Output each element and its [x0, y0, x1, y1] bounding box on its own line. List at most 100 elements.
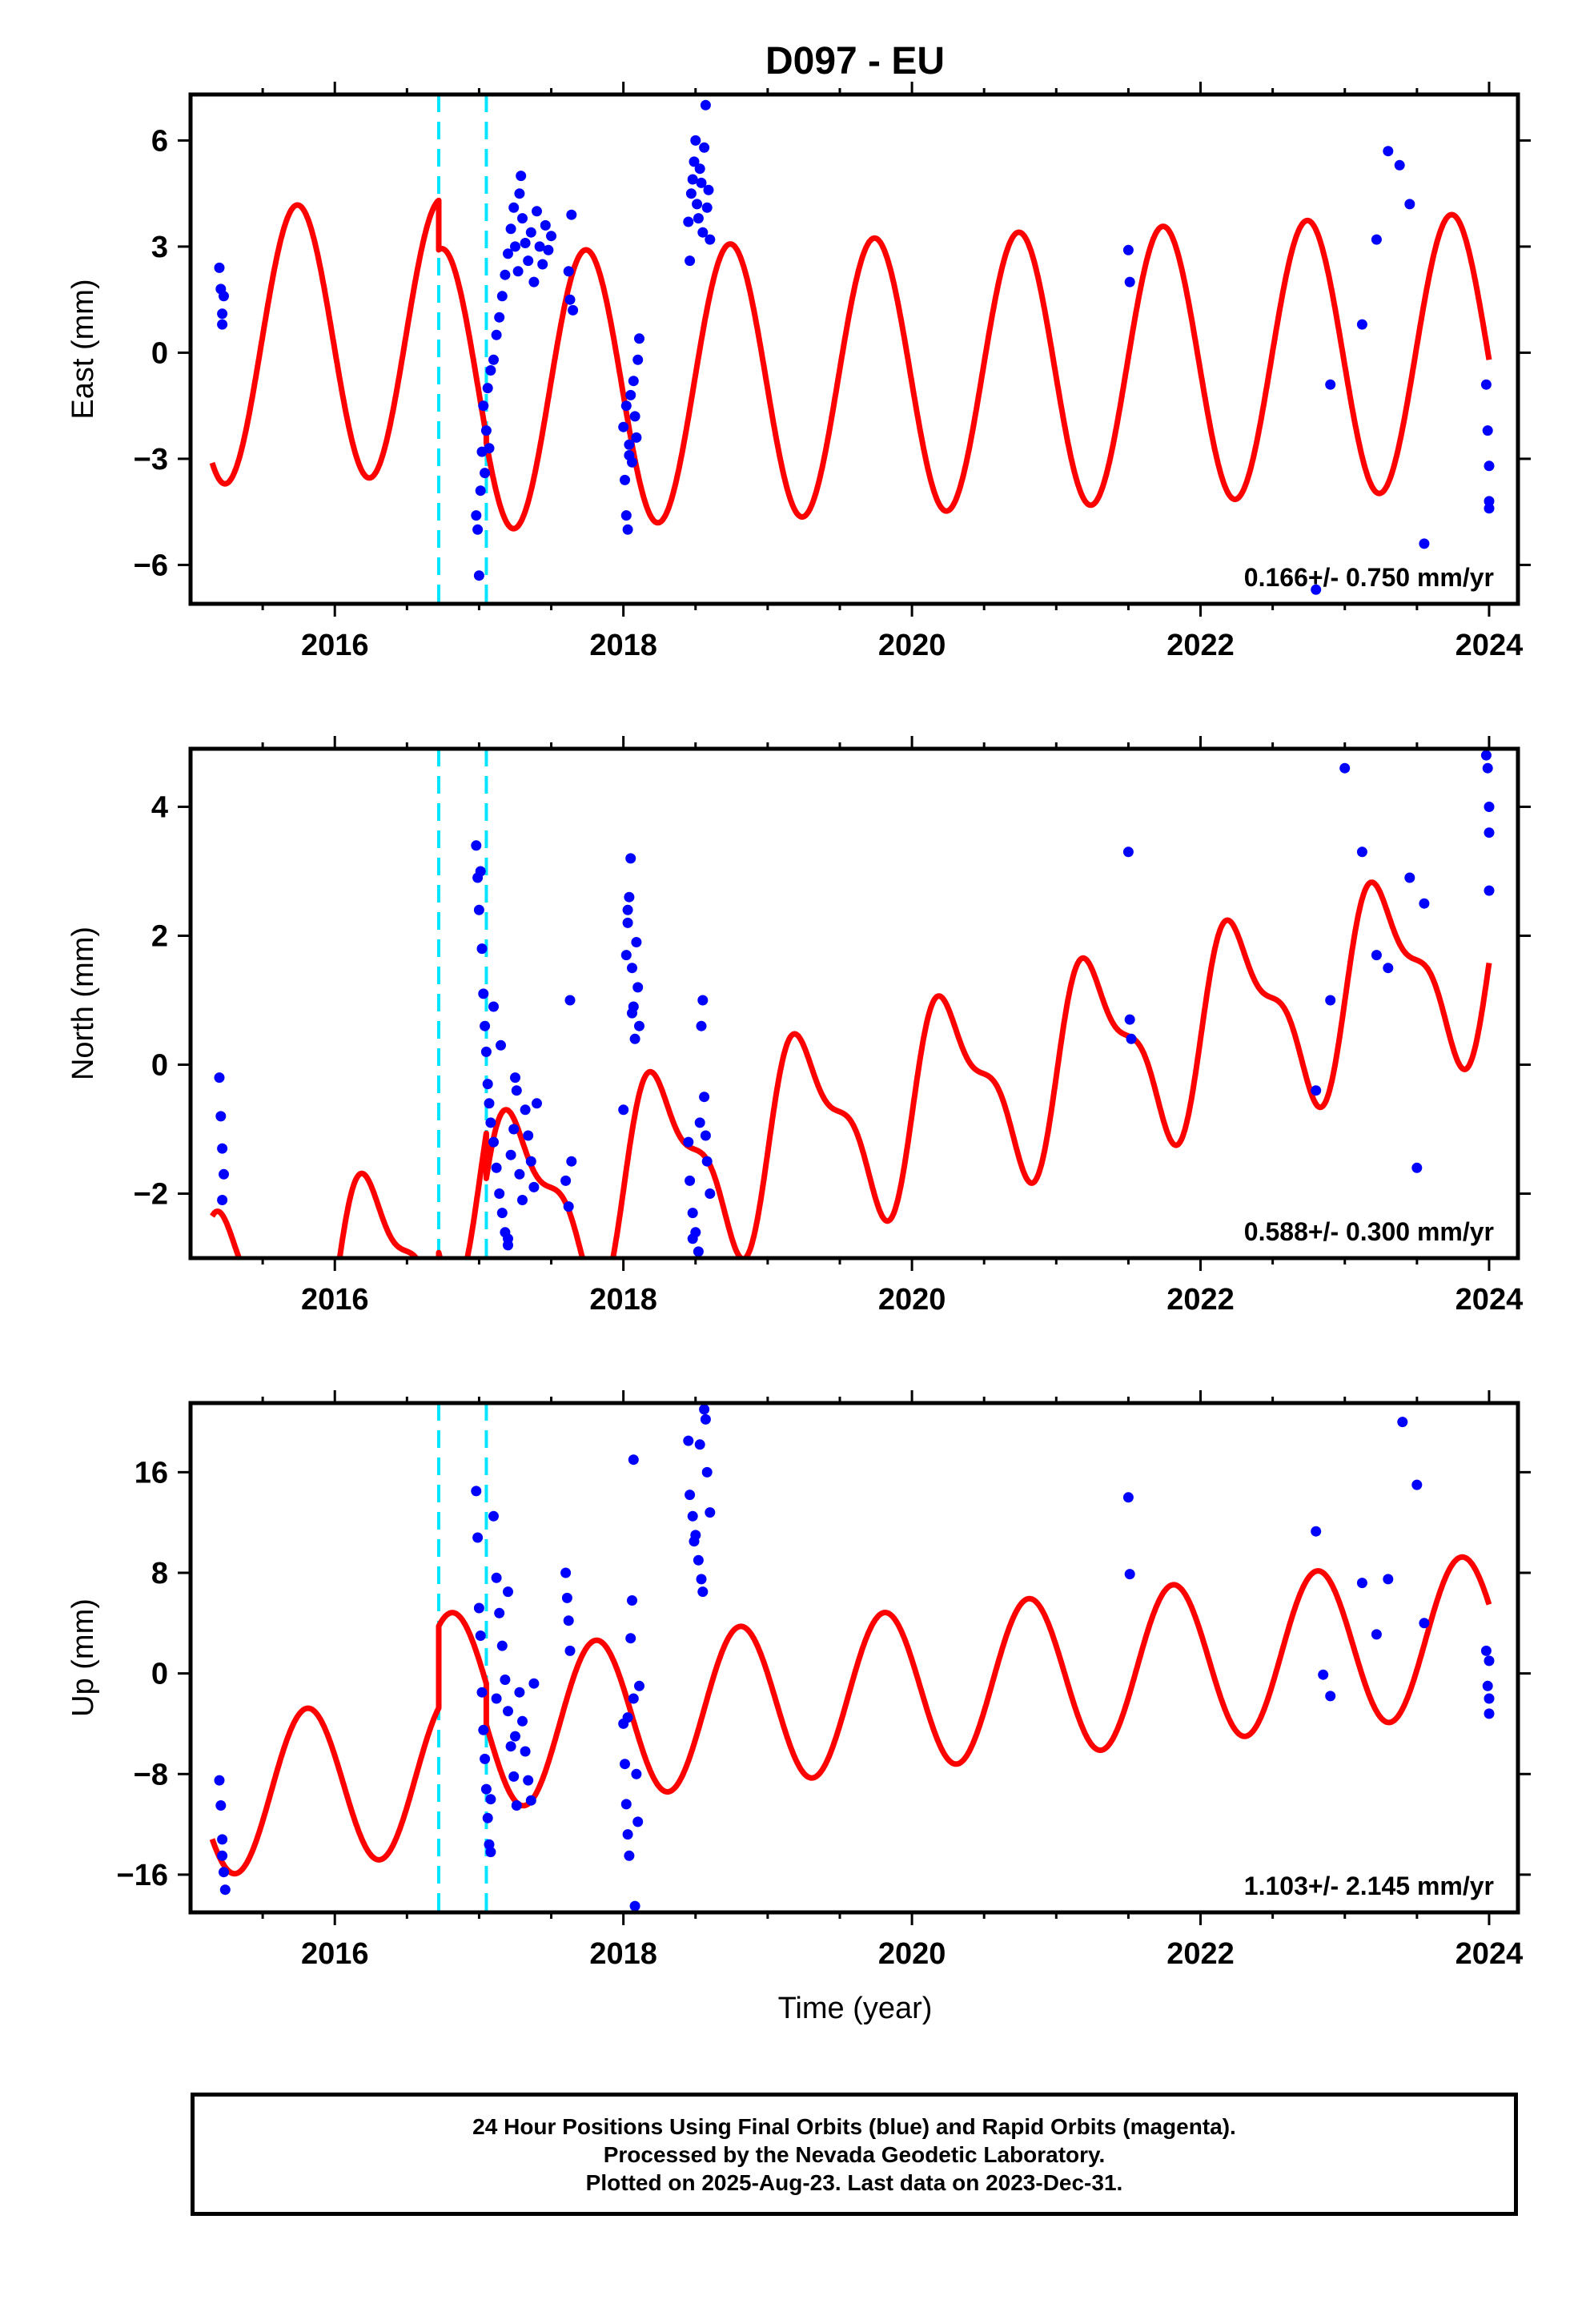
- east-data-point: [631, 432, 642, 443]
- east-data-point: [500, 269, 511, 280]
- footer-line-3: Plotted on 2025-Aug-23. Last data on 202…: [585, 2169, 1123, 2195]
- east-data-point: [1356, 319, 1367, 330]
- east-data-point: [525, 227, 536, 238]
- east-data-point: [568, 304, 579, 316]
- east-data-point: [512, 266, 524, 277]
- up-y-tick-label: −16: [117, 1859, 168, 1892]
- north-data-point: [1339, 762, 1351, 774]
- east-y-tick-label: −6: [134, 549, 168, 582]
- north-data-point: [566, 1156, 577, 1167]
- up-data-point: [1318, 1669, 1329, 1680]
- north-data-point: [627, 963, 637, 974]
- up-data-point: [503, 1706, 513, 1717]
- east-data-point: [1383, 146, 1394, 157]
- east-model-curve: [209, 197, 1492, 532]
- up-data-point: [1397, 1417, 1408, 1428]
- east-data-point: [683, 216, 694, 227]
- north-data-point: [475, 866, 486, 877]
- east-x-tick-label: 2020: [878, 629, 946, 662]
- east-data-point: [510, 241, 520, 252]
- up-data-point: [563, 1615, 574, 1626]
- east-data-point: [516, 171, 527, 182]
- north-data-point: [485, 1117, 496, 1128]
- east-data-point: [478, 400, 489, 412]
- east-y-tick-label: −3: [134, 443, 168, 476]
- east-data-point: [505, 223, 516, 235]
- north-data-point: [618, 1104, 629, 1116]
- up-data-point: [699, 1404, 710, 1415]
- up-data-point: [1411, 1479, 1423, 1490]
- east-data-point: [537, 259, 548, 270]
- east-data-point: [685, 188, 697, 199]
- up-data-point: [475, 1630, 486, 1641]
- footer-box: 24 Hour Positions Using Final Orbits (bl…: [191, 2093, 1518, 2216]
- east-data-point: [475, 485, 486, 497]
- north-data-point: [693, 1246, 704, 1257]
- up-y-tick-label: 16: [135, 1456, 168, 1490]
- north-data-point: [488, 1136, 499, 1148]
- north-y-axis-label: North (mm): [66, 927, 100, 1080]
- north-x-tick-label: 2024: [1456, 1283, 1524, 1317]
- north-data-point: [496, 1039, 506, 1051]
- up-data-point: [514, 1687, 525, 1698]
- up-data-point: [561, 1592, 572, 1603]
- north-data-point: [697, 995, 709, 1006]
- up-data-point: [629, 1900, 640, 1912]
- east-points: [214, 99, 1495, 595]
- north-data-point: [1480, 750, 1492, 761]
- north-x-tick-label: 2020: [878, 1283, 946, 1317]
- east-data-point: [217, 319, 228, 330]
- east-data-point: [563, 266, 574, 277]
- north-data-point: [694, 1117, 705, 1128]
- north-data-point: [473, 904, 484, 915]
- up-data-point: [683, 1435, 694, 1446]
- up-data-point: [215, 1800, 227, 1811]
- north-data-point: [687, 1208, 698, 1219]
- north-x-tick-label: 2018: [589, 1283, 657, 1317]
- east-rate-annotation: 0.166+/- 0.750 mm/yr: [1244, 563, 1494, 592]
- north-data-point: [699, 1092, 710, 1103]
- east-data-point: [471, 510, 482, 521]
- up-data-point: [491, 1572, 502, 1583]
- north-data-point: [1484, 885, 1495, 896]
- east-data-point: [693, 213, 704, 224]
- east-data-point: [1484, 496, 1495, 507]
- panel-north: 2016 2018 2020 2022 2024 −2 0 2 4 North (mm) 0.588…: [66, 736, 1531, 1317]
- east-data-point: [1394, 159, 1405, 171]
- east-data-point: [480, 425, 492, 436]
- east-data-point: [1124, 276, 1135, 287]
- north-data-point: [1484, 827, 1495, 838]
- up-data-point: [219, 1884, 231, 1896]
- up-data-point: [560, 1567, 572, 1578]
- up-data-point: [508, 1771, 520, 1782]
- up-data-point: [1371, 1629, 1382, 1640]
- up-plot-frame: [188, 1401, 1520, 1915]
- up-data-point: [700, 1413, 711, 1425]
- east-data-point: [624, 439, 635, 450]
- north-data-point: [480, 1020, 491, 1031]
- north-data-point: [632, 982, 644, 993]
- east-data-point: [1325, 379, 1336, 390]
- north-x-tick-label: 2022: [1166, 1283, 1235, 1317]
- north-data-point: [488, 1001, 499, 1012]
- east-x-tick-label: 2016: [301, 629, 369, 662]
- east-data-point: [485, 365, 496, 376]
- east-data-point: [488, 354, 499, 365]
- north-data-point: [514, 1168, 525, 1180]
- east-data-point: [566, 209, 577, 220]
- north-model-curve: [210, 879, 1492, 1258]
- east-data-point: [1419, 538, 1430, 549]
- north-data-point: [484, 1098, 495, 1109]
- up-points: [214, 1404, 1495, 1912]
- up-data-point: [485, 1794, 496, 1805]
- east-data-point: [689, 156, 700, 167]
- north-y-tick-label: 4: [151, 790, 168, 824]
- east-data-point: [624, 450, 635, 460]
- panel-up: 2016 2018 2020 2022 2024 −16 −8 0 8 16 Up (mm) 1.10…: [66, 1390, 1531, 1971]
- up-data-point: [505, 1741, 516, 1752]
- up-data-point: [620, 1799, 632, 1810]
- up-data-point: [701, 1466, 713, 1478]
- up-data-point: [1124, 1569, 1135, 1580]
- east-data-point: [622, 524, 633, 535]
- up-data-point: [705, 1507, 716, 1518]
